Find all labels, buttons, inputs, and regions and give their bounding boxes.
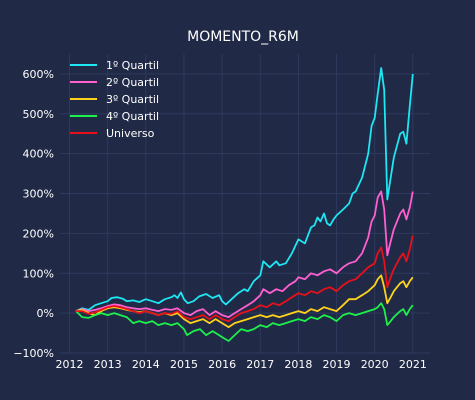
legend-label: 4º Quartil	[106, 110, 159, 123]
y-tick-label: 500%	[23, 108, 54, 121]
legend-label: 2º Quartil	[106, 76, 159, 89]
legend: 1º Quartil 2º Quartil 3º Quartil 4º Quartil…	[70, 59, 159, 140]
series-line-4	[75, 302, 414, 342]
x-tick-label: 2014	[132, 358, 160, 371]
legend-label: 1º Quartil	[106, 59, 159, 72]
grid	[60, 54, 430, 354]
series-line-2	[75, 190, 414, 318]
y-tick-label: 600%	[23, 68, 54, 81]
chart-title: MOMENTO_R6M	[187, 29, 299, 45]
y-tick-label: 100%	[23, 267, 54, 280]
series-line-1	[75, 67, 414, 312]
x-tick-label: 2019	[323, 358, 351, 371]
y-tick-label: 300%	[23, 188, 54, 201]
x-tick-label: 2012	[56, 358, 84, 371]
axis-ticks: −100% 0% 100% 200% 300% 400% 500% 600% 2012 2013 2…	[13, 68, 427, 371]
x-tick-label: 2013	[94, 358, 122, 371]
y-tick-label: −100%	[13, 347, 54, 360]
x-tick-label: 2015	[170, 358, 198, 371]
y-tick-label: 200%	[23, 227, 54, 240]
x-tick-label: 2017	[246, 358, 274, 371]
x-tick-label: 2016	[208, 358, 236, 371]
series-lines	[75, 67, 414, 342]
y-tick-label: 0%	[37, 307, 54, 320]
legend-label: Universo	[106, 127, 155, 140]
x-tick-label: 2020	[361, 358, 389, 371]
x-tick-label: 2021	[399, 358, 427, 371]
legend-label: 3º Quartil	[106, 93, 159, 106]
x-tick-label: 2018	[284, 358, 312, 371]
series-line-5	[76, 235, 414, 322]
y-tick-label: 400%	[23, 148, 54, 161]
